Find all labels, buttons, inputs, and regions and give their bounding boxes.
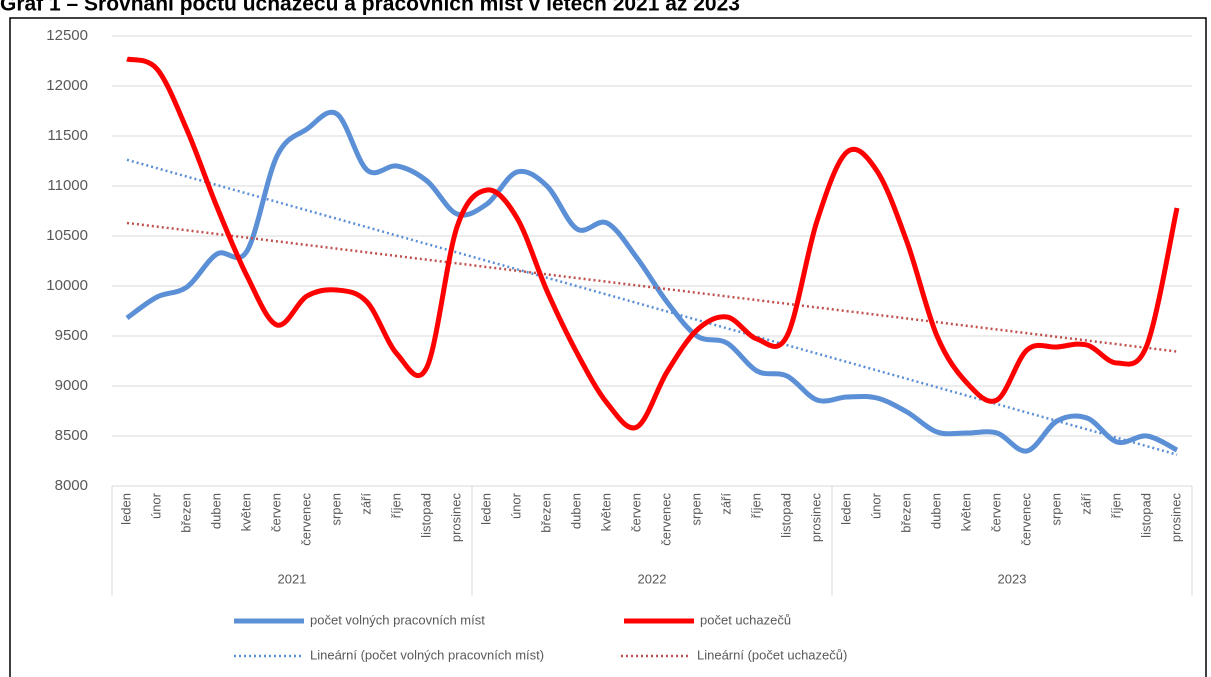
x-tick-label: únor — [868, 492, 883, 519]
chart-border — [9, 17, 1207, 677]
x-tick-label: červen — [988, 493, 1003, 532]
x-tick-label: září — [1078, 493, 1093, 515]
group-label: 2023 — [998, 571, 1027, 586]
legend-label: počet uchazečů — [700, 612, 791, 627]
x-tick-label: duben — [208, 493, 223, 529]
x-tick-label: prosinec — [448, 493, 463, 543]
x-tick-label: duben — [928, 493, 943, 529]
series-line — [125, 109, 1179, 454]
x-tick-label: září — [358, 493, 373, 515]
x-tick-label: srpen — [328, 493, 343, 526]
y-tick-label: 12500 — [46, 27, 88, 44]
x-tick-label: duben — [568, 493, 583, 529]
y-tick-label: 10500 — [46, 227, 88, 244]
x-tick-label: srpen — [688, 493, 703, 526]
x-tick-label: březen — [538, 493, 553, 533]
x-tick-label: květen — [958, 493, 973, 531]
x-tick-label: květen — [238, 493, 253, 531]
y-tick-label: 11000 — [47, 177, 88, 194]
x-tick-label: leden — [118, 493, 133, 525]
x-tick-label: říjen — [748, 493, 763, 518]
x-tick-label: červenec — [658, 493, 673, 546]
trendline — [126, 221, 1178, 353]
x-tick-label: září — [718, 493, 733, 515]
series-line — [126, 56, 1180, 431]
x-tick-label: prosinec — [808, 493, 823, 543]
x-tick-label: březen — [898, 493, 913, 533]
x-tick-label: říjen — [388, 493, 403, 518]
group-label: 2022 — [638, 571, 667, 586]
y-tick-label: 11500 — [47, 127, 88, 144]
legend-label: počet volných pracovních míst — [310, 612, 485, 627]
x-tick-label: březen — [178, 493, 193, 533]
x-tick-label: únor — [148, 492, 163, 519]
trendline — [126, 158, 1178, 456]
legend-label: Lineární (počet uchazečů) — [697, 647, 847, 662]
legend-label: Lineární (počet volných pracovních míst) — [310, 647, 544, 662]
x-tick-label: červen — [268, 493, 283, 532]
x-tick-label: červen — [628, 493, 643, 532]
y-tick-label: 8500 — [55, 427, 88, 444]
x-tick-label: únor — [508, 492, 523, 519]
group-label: 2021 — [278, 571, 307, 586]
x-tick-label: říjen — [1108, 493, 1123, 518]
x-tick-label: leden — [838, 493, 853, 525]
y-tick-label: 9000 — [55, 377, 88, 394]
y-tick-label: 12000 — [46, 77, 88, 94]
x-tick-label: listopad — [778, 493, 793, 538]
x-tick-label: listopad — [418, 493, 433, 538]
x-tick-label: červenec — [298, 493, 313, 546]
chart-title: Graf 1 – Srovnání počtu uchazečů a praco… — [0, 0, 740, 16]
x-tick-label: prosinec — [1168, 493, 1183, 543]
x-tick-label: srpen — [1048, 493, 1063, 526]
x-tick-label: leden — [478, 493, 493, 525]
x-tick-label: listopad — [1138, 493, 1153, 538]
x-tick-label: květen — [598, 493, 613, 531]
y-tick-label: 9500 — [55, 327, 88, 344]
x-tick-label: červenec — [1018, 493, 1033, 546]
y-tick-label: 10000 — [46, 277, 88, 294]
y-tick-label: 8000 — [55, 477, 88, 494]
